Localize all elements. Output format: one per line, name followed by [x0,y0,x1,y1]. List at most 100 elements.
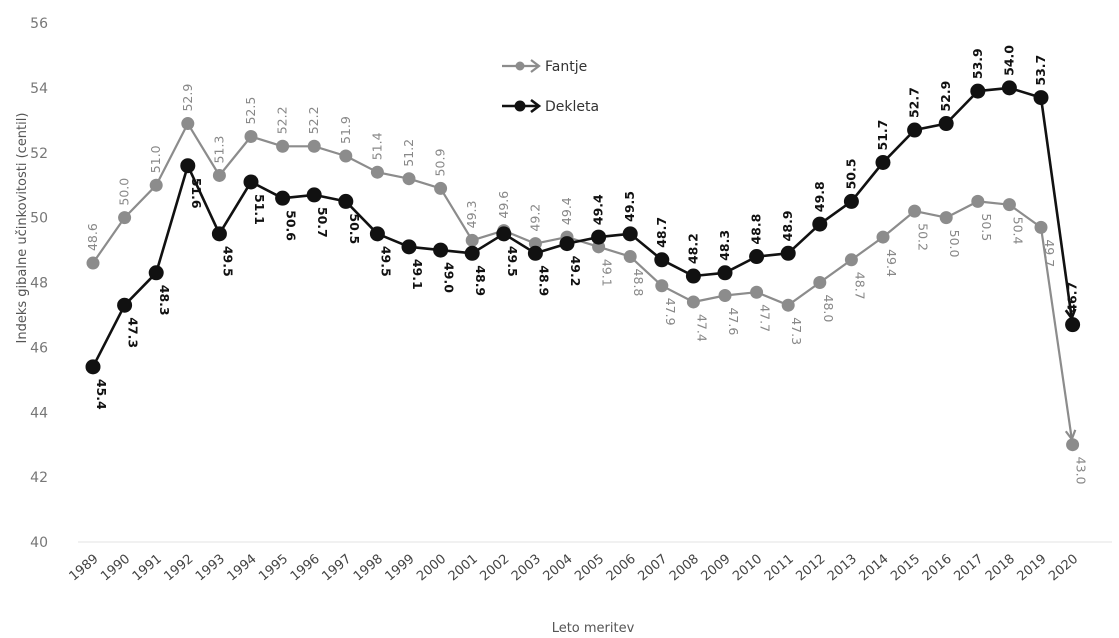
data-label-dekleta: 48.3 [157,285,172,316]
x-tick-label: 2007 [635,552,670,585]
data-label-dekleta: 49.1 [410,259,425,290]
data-point-dekleta [1033,90,1049,106]
data-point-fantje [1066,438,1080,452]
data-point-dekleta [527,245,543,261]
x-tick-label: 1993 [193,552,228,585]
legend-marker [515,61,525,71]
x-tick-label: 2003 [509,552,544,585]
data-label-fantje: 48.6 [85,223,100,251]
series-points [85,80,1081,452]
data-point-dekleta [243,174,259,190]
data-label-fantje: 52.5 [243,97,258,125]
data-point-fantje [86,256,100,270]
data-label-fantje: 47.9 [663,298,678,326]
data-point-dekleta [401,239,417,255]
data-point-fantje [781,298,795,312]
x-tick-label: 2013 [825,552,860,585]
data-label-dekleta: 47.3 [126,317,141,348]
x-tick-label: 2016 [920,552,955,585]
x-tick-label: 2014 [857,552,892,585]
y-tick-label: 44 [30,405,48,421]
data-label-fantje: 51.0 [148,145,163,173]
data-label-fantje: 52.2 [306,106,321,134]
data-point-dekleta [433,242,449,258]
data-point-fantje [434,181,448,195]
y-tick-label: 48 [30,276,48,292]
data-label-dekleta: 48.7 [654,217,669,248]
data-label-dekleta: 49.5 [622,191,637,222]
data-point-fantje [813,276,827,289]
data-point-dekleta [559,236,575,252]
data-label-fantje: 50.2 [916,223,931,251]
x-tick-label: 1995 [256,552,291,585]
data-label-fantje: 52.2 [275,106,290,134]
x-tick-label: 2019 [1015,552,1050,585]
data-label-dekleta: 50.6 [284,210,299,241]
data-labels: 48.6 50.0 51.0 52.9 51.3 52.5 52.2 52.2 51.9 51.4… [85,45,1089,485]
data-point-fantje [623,250,637,264]
y-tick-label: 50 [30,211,48,227]
data-point-dekleta [843,193,859,209]
arrowhead-icon [530,98,542,114]
data-point-dekleta [591,229,607,245]
data-label-dekleta: 51.7 [875,120,890,151]
data-point-dekleta [338,193,354,209]
data-label-dekleta: 51.6 [189,178,204,209]
data-label-fantje: 49.1 [600,259,615,287]
data-point-dekleta [117,297,133,313]
data-point-dekleta [938,116,954,132]
x-tick-label: 2010 [730,552,765,585]
data-point-dekleta [685,268,701,284]
data-point-fantje [844,253,858,267]
data-label-fantje: 49.2 [527,204,542,232]
x-tick-label: 1997 [319,552,354,585]
data-label-fantje: 49.3 [464,200,479,228]
data-label-fantje: 47.3 [789,317,804,345]
data-label-dekleta: 53.7 [1033,55,1048,86]
x-axis-ticks: 1989199019911992199319941995199619971998… [67,552,1082,585]
data-label-fantje: 51.3 [211,136,226,164]
data-label-fantje: 47.4 [694,314,709,342]
data-label-dekleta: 48.9 [473,265,488,296]
data-point-fantje [655,279,669,293]
y-tick-label: 52 [30,146,48,162]
y-tick-label: 54 [30,81,48,97]
data-label-dekleta: 52.9 [938,81,953,112]
x-tick-label: 2008 [667,552,702,585]
x-tick-label: 2018 [983,552,1018,585]
data-label-dekleta: 50.5 [843,159,858,190]
x-tick-label: 2004 [541,552,576,585]
x-tick-label: 2000 [414,552,449,585]
data-point-fantje [718,288,732,302]
data-label-fantje: 51.9 [338,116,353,144]
data-point-dekleta [148,265,164,281]
data-point-fantje [686,295,700,309]
data-label-fantje: 47.7 [758,304,773,332]
data-point-fantje [465,233,479,247]
data-label-fantje: 49.6 [496,191,511,219]
data-label-dekleta: 50.7 [315,207,330,238]
x-tick-label: 2002 [477,552,512,585]
data-point-fantje [181,117,195,131]
data-label-dekleta: 52.7 [907,87,922,118]
data-point-fantje [1002,198,1016,212]
y-tick-label: 40 [30,535,48,551]
y-axis-ticks: 40 42 44 46 48 50 52 54 56 [30,16,48,551]
data-point-dekleta [812,216,828,232]
x-tick-label: 2015 [888,552,923,585]
data-label-fantje: 48.0 [821,295,836,323]
y-tick-label: 42 [30,470,48,486]
x-tick-label: 2012 [793,552,828,585]
data-label-fantje: 50.0 [117,178,132,206]
data-label-fantje: 50.4 [1010,217,1025,245]
data-label-dekleta: 49.0 [442,262,457,293]
x-tick-label: 2017 [951,552,986,585]
legend-label: Fantje [545,59,587,75]
data-point-fantje [370,165,384,179]
data-point-dekleta [275,190,291,206]
x-tick-label: 2005 [572,552,607,585]
data-point-fantje [908,204,922,218]
data-point-dekleta [654,252,670,268]
data-point-fantje [402,172,416,186]
